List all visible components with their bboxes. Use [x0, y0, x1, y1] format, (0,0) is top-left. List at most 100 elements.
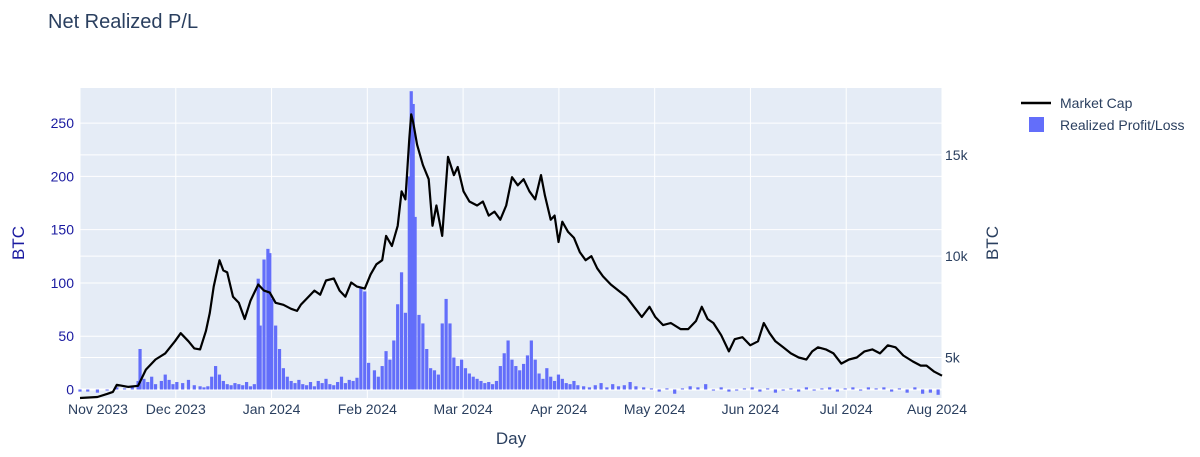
y-right-axis-title: BTC [983, 226, 1002, 260]
bar-50 [305, 385, 309, 390]
bar-107 [521, 363, 526, 390]
x-tick-2: Jan 2024 [243, 401, 301, 417]
bar-132 [642, 387, 646, 390]
bar-118 [564, 383, 568, 390]
bar-69 [380, 366, 384, 390]
bar-77 [409, 91, 413, 390]
bar-37 [258, 325, 262, 390]
bar-113 [545, 368, 549, 390]
bar-151 [789, 388, 793, 390]
bar-144 [735, 389, 739, 391]
x-tick-7: Jun 2024 [722, 401, 780, 417]
y-right-tick-15000: 15k [945, 147, 969, 163]
bar-56 [328, 384, 332, 390]
bar-109 [529, 340, 533, 390]
bar-126 [605, 387, 609, 390]
bar-140 [704, 384, 708, 390]
bar-134 [657, 389, 661, 392]
bar-26 [217, 374, 222, 390]
bar-128 [616, 386, 621, 390]
legend: Market Cap Realized Profit/Loss [1021, 95, 1185, 133]
bar-167 [913, 387, 917, 390]
bar-74 [399, 272, 404, 390]
bar-90 [456, 366, 460, 390]
bar-17 [175, 382, 179, 390]
bar-75 [403, 312, 408, 390]
bar-88 [448, 323, 452, 390]
legend-bar-swatch [1029, 117, 1044, 132]
bar-142 [719, 387, 723, 390]
bar-149 [773, 389, 778, 393]
bar-40 [268, 253, 272, 390]
bar-81 [421, 323, 425, 390]
market-cap-line-group [79, 113, 943, 400]
bar-85 [436, 374, 440, 390]
bar-84 [432, 370, 437, 390]
bar-34 [248, 386, 253, 390]
bar-103 [506, 340, 510, 390]
y-left-tick-0: 0 [66, 381, 74, 397]
y-left-tick-150: 150 [51, 222, 75, 238]
market-cap-line [79, 113, 943, 400]
bar-12 [153, 384, 158, 390]
bar-94 [471, 376, 475, 390]
x-tick-4: Mar 2024 [434, 401, 493, 417]
bar-122 [582, 386, 586, 390]
bar-16 [171, 384, 175, 390]
bar-156 [828, 387, 832, 390]
bar-44 [281, 368, 285, 390]
bar-4 [115, 387, 119, 390]
bar-38 [262, 259, 266, 390]
bar-163 [882, 387, 886, 390]
bar-115 [552, 380, 557, 390]
bar-66 [367, 362, 371, 390]
bar-82 [425, 348, 429, 390]
bar-162 [874, 388, 878, 390]
legend-item-market-cap[interactable]: Market Cap [1021, 95, 1133, 111]
bar-155 [820, 388, 824, 390]
bar-116 [556, 374, 561, 390]
bar-96 [479, 380, 483, 390]
x-axis-title: Day [496, 429, 527, 448]
bar-97 [483, 383, 487, 390]
x-tick-1: Dec 2023 [146, 401, 206, 417]
bar-46 [289, 380, 293, 390]
bar-91 [460, 359, 464, 390]
bar-161 [866, 387, 870, 390]
bar-145 [742, 388, 747, 390]
plot-area [80, 88, 942, 398]
bar-76 [407, 176, 411, 390]
bar-48 [297, 379, 301, 390]
bar-18 [181, 383, 185, 390]
legend-item-realized-pl[interactable]: Realized Profit/Loss [1029, 117, 1185, 133]
bar-148 [766, 388, 770, 390]
bar-47 [293, 383, 297, 390]
bar-22 [202, 387, 206, 390]
bar-160 [859, 389, 863, 391]
bar-101 [498, 366, 502, 390]
bar-13 [159, 380, 163, 390]
x-tick-9: Aug 2024 [907, 401, 967, 417]
realized-pl-bars [78, 91, 940, 395]
bar-164 [890, 389, 894, 392]
bar-100 [494, 380, 499, 390]
x-tick-0: Nov 2023 [68, 401, 128, 417]
bar-150 [781, 389, 785, 391]
bar-49 [301, 384, 305, 390]
bar-98 [487, 382, 491, 390]
bar-89 [452, 357, 456, 390]
bar-168 [921, 389, 925, 394]
bar-52 [312, 386, 316, 390]
bar-3 [105, 389, 109, 391]
bar-21 [198, 386, 202, 390]
y-left-tick-labels: 0 50 100 150 200 250 [51, 115, 75, 397]
legend-label-realized-pl: Realized Profit/Loss [1060, 117, 1185, 133]
y-right-tick-5000: 5k [945, 349, 961, 365]
bar-153 [804, 387, 809, 390]
bar-86 [440, 323, 444, 390]
bar-60 [343, 383, 347, 390]
bar-158 [843, 388, 847, 390]
chart-title: Net Realized P/L [48, 11, 198, 33]
bar-65 [363, 291, 367, 390]
